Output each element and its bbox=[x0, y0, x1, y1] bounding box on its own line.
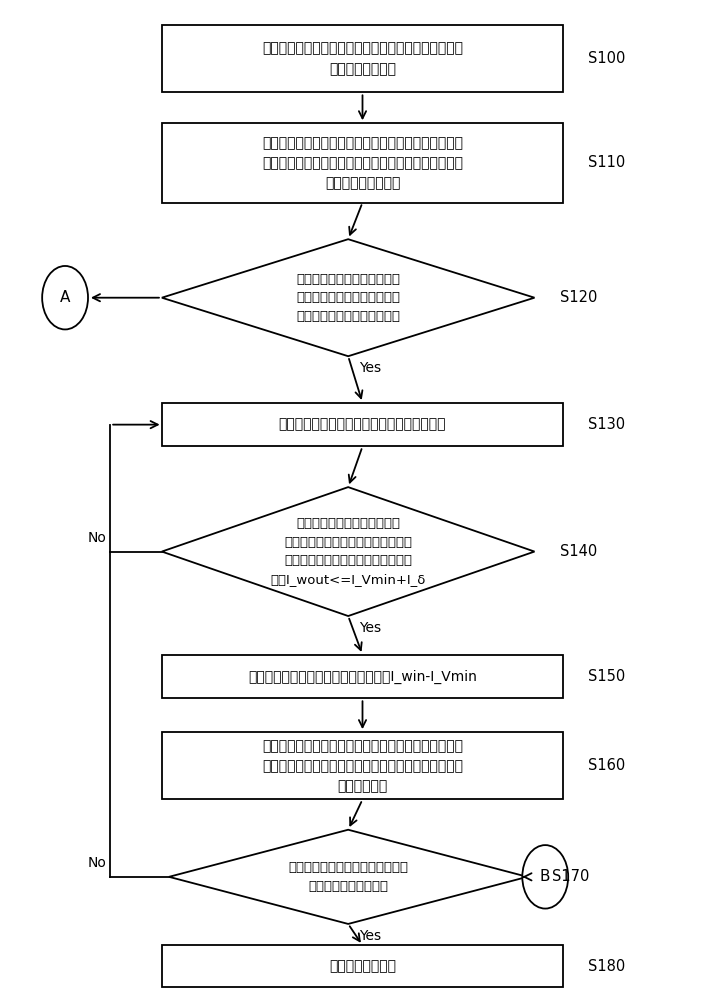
Text: S150: S150 bbox=[588, 669, 626, 684]
Text: S120: S120 bbox=[560, 290, 597, 305]
Text: S160: S160 bbox=[588, 758, 626, 773]
Text: No: No bbox=[88, 856, 107, 870]
Circle shape bbox=[42, 266, 88, 329]
Text: 降低下一控功率的整流站的功
率，并当所述控电压站的功率达到最
小功率时，检测流向所述控电压站的
电流I_wout<=I_Vmin+I_δ: 降低下一控功率的整流站的功 率，并当所述控电压站的功率达到最 小功率时，检测流向… bbox=[270, 517, 426, 586]
FancyBboxPatch shape bbox=[162, 945, 563, 987]
FancyBboxPatch shape bbox=[162, 655, 563, 698]
Text: No: No bbox=[88, 531, 107, 545]
Text: S110: S110 bbox=[588, 155, 626, 170]
Text: 判断当前控功率的整流站的功率是否降至最小功率，当
当前控功率的整流站的功率降至最小功率后停运当前控
功率的整流站: 判断当前控功率的整流站的功率是否降至最小功率，当 当前控功率的整流站的功率降至最… bbox=[262, 739, 463, 793]
Text: S140: S140 bbox=[560, 544, 597, 559]
Text: S170: S170 bbox=[552, 869, 590, 884]
Polygon shape bbox=[162, 487, 534, 616]
Text: 停运所述控电压站: 停运所述控电压站 bbox=[329, 959, 396, 973]
FancyBboxPatch shape bbox=[162, 123, 563, 202]
Text: S100: S100 bbox=[588, 51, 626, 66]
Text: 将当前控功率的整流站电流定值设置为I_win-I_Vmin: 将当前控功率的整流站电流定值设置为I_win-I_Vmin bbox=[248, 669, 477, 684]
Text: A: A bbox=[60, 290, 70, 305]
Text: 当识别出控电压站为逆变站时，控制与所述控电压站最
接近的控功率的整流站执行降低功率，并且所述控电压
站的功率也同步下降: 当识别出控电压站为逆变站时，控制与所述控电压站最 接近的控功率的整流站执行降低功… bbox=[262, 136, 463, 190]
Text: 当多端直流输电系统的站间通讯故障下，控制控功率站
下发降低功率指令: 当多端直流输电系统的站间通讯故障下，控制控功率站 下发降低功率指令 bbox=[262, 42, 463, 76]
Text: Yes: Yes bbox=[359, 929, 381, 943]
Circle shape bbox=[522, 845, 568, 909]
FancyBboxPatch shape bbox=[162, 732, 563, 799]
Text: S130: S130 bbox=[588, 417, 626, 432]
Text: 停运与所述控电压站最接近的控功率的整流站: 停运与所述控电压站最接近的控功率的整流站 bbox=[278, 418, 447, 432]
Text: S180: S180 bbox=[588, 959, 626, 974]
Text: Yes: Yes bbox=[359, 621, 381, 635]
Text: 判断当前控功率的整流站是否是最
后一个控功率的整流站: 判断当前控功率的整流站是否是最 后一个控功率的整流站 bbox=[288, 861, 408, 893]
Polygon shape bbox=[169, 830, 527, 924]
Text: B: B bbox=[540, 869, 550, 884]
FancyBboxPatch shape bbox=[162, 25, 563, 92]
FancyBboxPatch shape bbox=[162, 403, 563, 446]
Text: 判断与所述控电压站最接近的
控功率的整流站额定功率是否
小于所述控电压站的额定功率: 判断与所述控电压站最接近的 控功率的整流站额定功率是否 小于所述控电压站的额定功… bbox=[297, 273, 400, 323]
Text: Yes: Yes bbox=[359, 361, 381, 375]
Polygon shape bbox=[162, 239, 534, 356]
